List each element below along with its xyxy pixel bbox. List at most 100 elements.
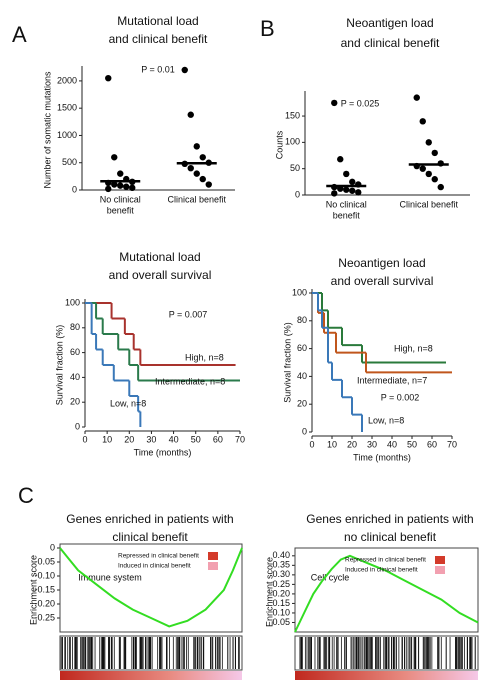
x-tick-label: 30 xyxy=(367,439,377,449)
x-tick-label: 20 xyxy=(347,439,357,449)
dot xyxy=(343,170,350,178)
panel-label: B xyxy=(260,16,275,41)
dot xyxy=(117,170,124,177)
y-axis-label: Survival fraction (%) xyxy=(54,325,64,406)
x-tick-label: 0 xyxy=(82,434,87,444)
y-tick-label: 20 xyxy=(297,399,307,409)
dot xyxy=(349,178,356,186)
dot xyxy=(413,94,420,101)
chart-title: Neoantigen load xyxy=(338,256,425,270)
dot xyxy=(193,143,200,150)
panel-label: A xyxy=(12,22,27,47)
dot xyxy=(349,187,356,194)
chart-title: and clinical benefit xyxy=(109,32,208,46)
x-tick-label: 40 xyxy=(387,439,397,449)
chart-title: Mutational load xyxy=(119,250,200,264)
x-tick-label: 60 xyxy=(427,439,437,449)
dot xyxy=(199,154,206,161)
dot xyxy=(181,66,188,74)
x-tick-label: No clinical xyxy=(326,199,367,209)
dot xyxy=(437,183,444,191)
y-tick-label: 60 xyxy=(297,343,307,353)
chart-title: Genes enriched in patients with xyxy=(66,512,233,526)
panel-label: C xyxy=(18,483,34,508)
chart-title: clinical benefit xyxy=(112,530,188,544)
dot xyxy=(205,181,212,188)
legend-label: Induced in clinical benefit xyxy=(118,563,191,570)
y-tick-label: 100 xyxy=(65,297,80,307)
x-tick-label: Clinical benefit xyxy=(167,194,226,204)
y-tick-label: -0.10 xyxy=(34,570,55,580)
dot xyxy=(337,156,344,163)
dot xyxy=(419,118,426,125)
x-tick-label: No clinical xyxy=(100,194,141,204)
dot xyxy=(199,175,206,183)
chart-title: Mutational load xyxy=(117,14,198,28)
y-tick-label: 0 xyxy=(72,184,77,194)
dot xyxy=(425,170,432,178)
dot xyxy=(187,111,194,118)
y-tick-label: 2000 xyxy=(57,75,77,85)
dot xyxy=(123,183,130,190)
x-axis-label: Time (months) xyxy=(353,452,411,462)
y-tick-label: -0.20 xyxy=(34,598,55,608)
x-tick-label: 70 xyxy=(235,434,245,444)
x-tick-label: 0 xyxy=(309,439,314,449)
x-tick-label: 50 xyxy=(407,439,417,449)
dot xyxy=(331,99,338,107)
x-tick-label: 50 xyxy=(191,434,201,444)
dot xyxy=(105,74,112,82)
x-tick-label: 60 xyxy=(213,434,223,444)
dot xyxy=(419,165,426,172)
dot xyxy=(111,181,118,188)
dot xyxy=(425,139,432,146)
x-tick-label: 70 xyxy=(447,439,457,449)
legend-swatch xyxy=(208,552,218,560)
x-axis-label: Time (months) xyxy=(134,447,192,457)
y-tick-label: 40 xyxy=(70,372,80,382)
y-tick-label: 100 xyxy=(285,137,300,147)
y-tick-label: 1000 xyxy=(57,130,77,140)
y-tick-label: 50 xyxy=(290,163,300,173)
y-axis-label: Counts xyxy=(274,130,284,159)
chart-title: no clinical benefit xyxy=(344,530,437,544)
dot xyxy=(343,186,350,193)
dot xyxy=(117,182,124,189)
legend-label: Repressed in clinical benefit xyxy=(345,557,426,564)
y-tick-label: -0.05 xyxy=(34,556,55,566)
series-label: Intermediate, n=8 xyxy=(155,376,225,386)
y-tick-label: 0.10 xyxy=(272,607,290,617)
y-tick-label: 100 xyxy=(292,287,307,297)
y-axis-label: Enrichment score xyxy=(264,557,274,627)
dot xyxy=(331,190,338,197)
y-tick-label: 0 xyxy=(295,189,300,199)
plot-frame xyxy=(59,543,243,633)
y-tick-label: 60 xyxy=(70,347,80,357)
y-tick-label: 80 xyxy=(297,315,307,325)
x-tick-label: Clinical benefit xyxy=(399,199,458,209)
y-tick-label: 0.30 xyxy=(272,569,290,579)
x-tick-label: benefit xyxy=(333,210,361,220)
chart-title: Neoantigen load xyxy=(346,16,433,30)
x-tick-label: 20 xyxy=(124,434,134,444)
series-label: High, n=8 xyxy=(185,352,224,362)
ranking-bar xyxy=(60,671,242,680)
chart-title: and clinical benefit xyxy=(341,36,440,50)
dot xyxy=(105,185,112,193)
legend-label: Induced in clinical benefit xyxy=(345,567,418,574)
chart-title: and overall survival xyxy=(331,274,434,288)
y-axis-label: Survival fraction (%) xyxy=(282,322,292,403)
dot xyxy=(187,164,194,172)
chart-title: and overall survival xyxy=(109,268,212,282)
y-tick-label: 20 xyxy=(70,397,80,407)
x-tick-label: 30 xyxy=(146,434,156,444)
y-tick-label: 0.15 xyxy=(272,598,290,608)
enrichment-curve xyxy=(294,554,479,633)
x-tick-label: 40 xyxy=(169,434,179,444)
y-tick-label: 0.35 xyxy=(272,560,290,570)
annotation: P = 0.007 xyxy=(169,309,208,319)
series-label: Low, n=8 xyxy=(368,415,404,425)
annotation: Cell cycle xyxy=(311,572,350,582)
dot xyxy=(129,184,136,192)
y-tick-label: 0.25 xyxy=(272,579,290,589)
